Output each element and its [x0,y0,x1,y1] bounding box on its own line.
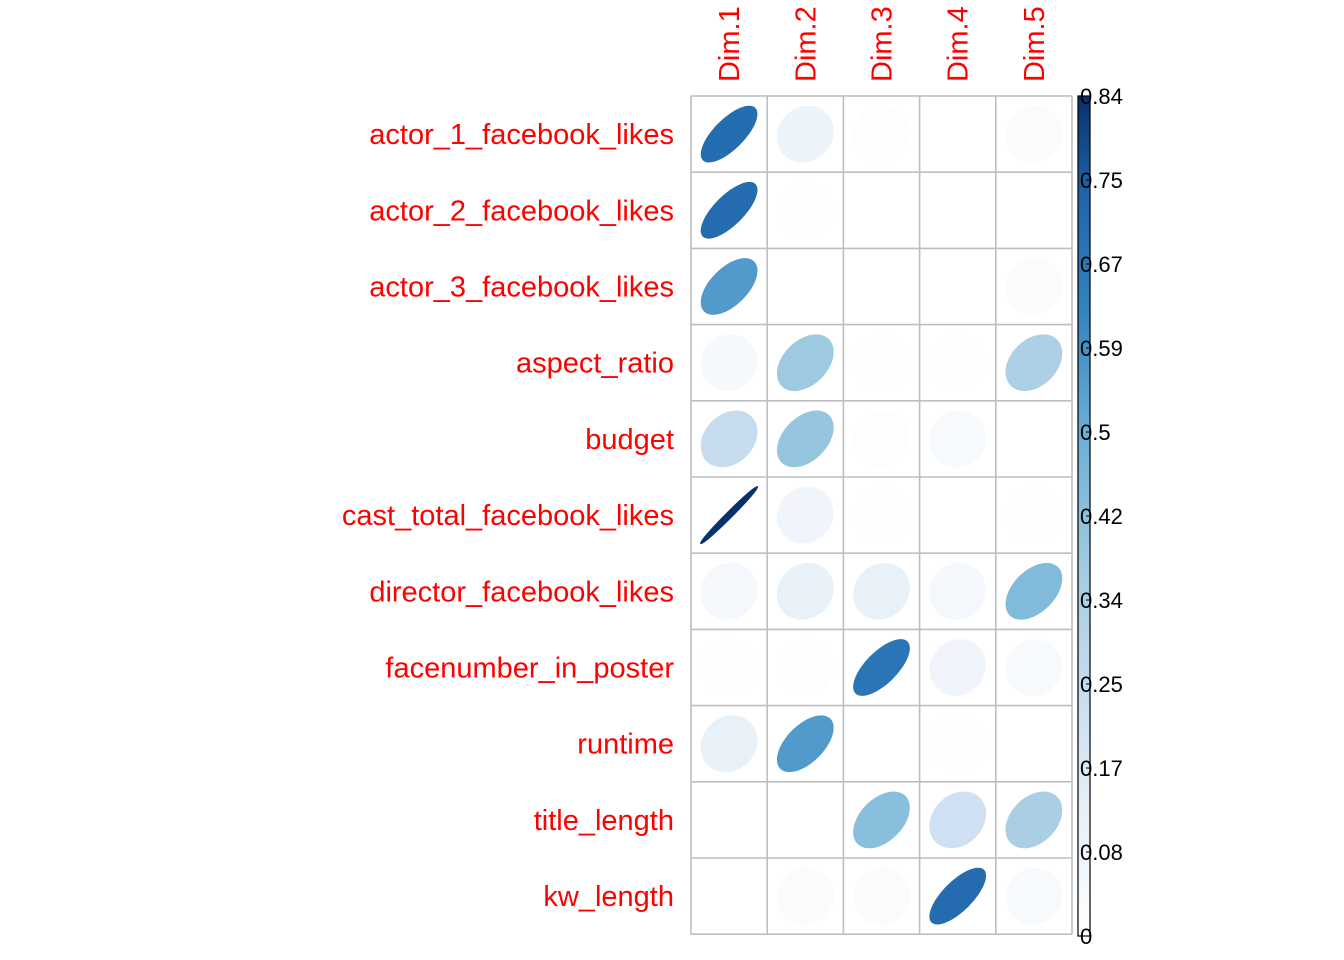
cell-ellipse-r8-c0 [700,715,758,773]
cell-ellipse-r1-c1 [776,181,834,239]
cell-ellipse-r9-c4 [1005,791,1063,849]
cell-ellipse-r0-c3 [929,105,987,163]
heatmap-cells [699,105,1063,925]
cell-ellipse-r1-c3 [929,181,987,239]
cell-ellipse-r8-c3 [929,715,987,773]
cell-ellipse-r0-c4 [1005,105,1063,163]
cell-ellipse-r9-c3 [929,791,987,849]
cell-ellipse-r5-c3 [929,486,987,544]
row-label-actor-2-facebook-likes: actor_2_facebook_likes [369,195,674,227]
cell-ellipse-r6-c3 [929,562,987,620]
cell-ellipse-r2-c1 [776,258,834,315]
row-label-actor-1-facebook-likes: actor_1_facebook_likes [369,119,674,151]
cell-ellipse-r1-c0 [700,181,758,239]
cell-ellipse-r7-c3 [929,639,987,696]
column-labels: Dim.1 Dim.2 Dim.3 Dim.4 Dim.5 [714,6,1051,82]
legend-tick-label: 0.5 [1080,420,1111,445]
cell-ellipse-r4-c4 [1005,410,1063,468]
cell-ellipse-r10-c0 [700,867,758,925]
cell-ellipse-r4-c3 [929,410,987,468]
cell-ellipse-r1-c4 [1005,181,1063,239]
cell-ellipse-r4-c2 [853,410,910,468]
legend-tick-label: 0 [1080,924,1092,949]
legend-tick-label: 0.08 [1080,840,1123,865]
cell-ellipse-r3-c0 [700,334,758,392]
cell-ellipse-r0-c0 [700,105,758,163]
column-label-dim-4: Dim.4 [943,6,975,82]
legend-tick-label: 0.84 [1080,84,1123,109]
cell-ellipse-r9-c0 [700,791,758,849]
cell-ellipse-r10-c2 [853,867,910,925]
cell-ellipse-r10-c1 [776,867,834,925]
cell-ellipse-r10-c4 [1005,867,1063,925]
cell-ellipse-r10-c3 [929,867,987,925]
cell-ellipse-r6-c2 [853,562,910,620]
column-label-dim-1: Dim.1 [714,6,746,82]
cell-ellipse-r2-c4 [1005,258,1063,315]
legend-tick-label: 0.42 [1080,504,1123,529]
cell-ellipse-r5-c1 [776,486,834,544]
cell-ellipse-r3-c4 [1005,334,1063,392]
legend-tick-label: 0.34 [1080,588,1123,613]
row-label-budget: budget [585,424,674,456]
cell-ellipse-r3-c1 [776,334,834,392]
cell-ellipse-r4-c0 [700,410,758,468]
cell-ellipse-r7-c0 [700,639,758,696]
cell-ellipse-r2-c0 [700,258,758,315]
legend-tick-label: 0.67 [1080,252,1123,277]
cell-ellipse-r8-c2 [853,715,910,773]
row-labels: actor_1_facebook_likes actor_2_facebook_l… [342,119,674,913]
row-label-title-length: title_length [534,805,674,837]
cell-ellipse-r3-c3 [929,334,987,392]
cell-ellipse-r5-c4 [1005,486,1063,544]
legend-tick-label: 0.59 [1080,336,1123,361]
cell-ellipse-r3-c2 [853,334,910,392]
cell-ellipse-r8-c1 [776,715,834,773]
legend-tick-label: 0.75 [1080,168,1123,193]
cell-ellipse-r7-c4 [1005,639,1063,696]
cell-ellipse-r2-c2 [853,258,910,315]
cell-ellipse-r6-c4 [1005,562,1063,620]
cell-ellipse-r7-c2 [853,639,910,696]
column-label-dim-3: Dim.3 [867,6,899,82]
column-label-dim-2: Dim.2 [790,6,822,82]
grid-lines [690,95,1073,936]
row-label-director-facebook-likes: director_facebook_likes [369,576,674,608]
row-label-kw-length: kw_length [543,881,674,913]
legend-tick-label: 0.17 [1080,756,1123,781]
cell-ellipse-r1-c2 [853,181,910,239]
cell-ellipse-r8-c4 [1005,715,1063,773]
cell-ellipse-r9-c2 [853,791,910,849]
cell-ellipse-r4-c1 [776,410,834,468]
row-label-facenumber-in-poster: facenumber_in_poster [385,653,674,685]
cell-ellipse-r6-c0 [700,562,758,620]
row-label-runtime: runtime [577,729,674,761]
cell-ellipse-r6-c1 [776,562,834,620]
cell-ellipse-r5-c0 [699,485,759,545]
cell-ellipse-r2-c3 [929,258,987,315]
cell-ellipse-r5-c2 [853,486,910,544]
color-legend: 0.84 0.75 0.67 0.59 0.5 0.42 0.34 0.25 0.17 0.08 0 [1077,84,1123,949]
row-label-cast-total-facebook-likes: cast_total_facebook_likes [342,500,674,532]
column-label-dim-5: Dim.5 [1019,6,1051,82]
legend-tick-label: 0.25 [1080,672,1123,697]
row-label-aspect-ratio: aspect_ratio [516,348,674,380]
cell-ellipse-r0-c2 [853,105,910,163]
row-label-actor-3-facebook-likes: actor_3_facebook_likes [369,272,674,304]
cell-ellipse-r7-c1 [776,639,834,696]
cell-ellipse-r9-c1 [776,791,834,849]
cell-ellipse-r0-c1 [776,105,834,163]
